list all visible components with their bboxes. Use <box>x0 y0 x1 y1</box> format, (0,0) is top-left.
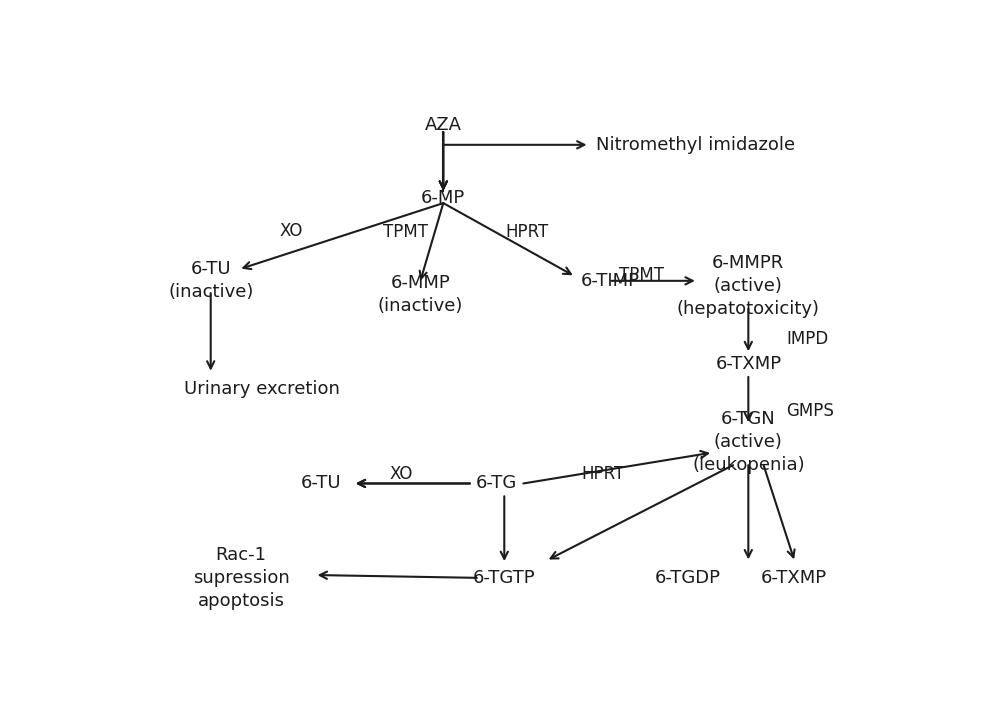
Text: XO: XO <box>279 222 302 240</box>
Text: 6-MP: 6-MP <box>421 189 465 206</box>
Text: 6-TXMP: 6-TXMP <box>715 355 781 373</box>
Text: 6-TG: 6-TG <box>476 474 518 492</box>
Text: Rac-1
supression
apoptosis: Rac-1 supression apoptosis <box>193 546 289 610</box>
Text: 6-TGN
(active)
(leukopenia): 6-TGN (active) (leukopenia) <box>692 410 805 474</box>
Text: 6-TXMP: 6-TXMP <box>761 569 828 587</box>
Text: XO: XO <box>390 465 413 483</box>
Text: TPMT: TPMT <box>619 266 664 284</box>
Text: 6-TGTP: 6-TGTP <box>473 569 535 587</box>
Text: GMPS: GMPS <box>786 402 834 420</box>
Text: IMPD: IMPD <box>786 330 829 348</box>
Text: AZA: AZA <box>425 116 461 134</box>
Text: HPRT: HPRT <box>506 223 549 241</box>
Text: 6-MMP
(inactive): 6-MMP (inactive) <box>378 274 463 315</box>
Text: 6-MMPR
(active)
(hepatotoxicity): 6-MMPR (active) (hepatotoxicity) <box>677 255 820 318</box>
Text: 6-TU: 6-TU <box>301 474 341 492</box>
Text: Urinary excretion: Urinary excretion <box>184 380 339 398</box>
Text: 6-TGDP: 6-TGDP <box>654 569 720 587</box>
Text: TPMT: TPMT <box>383 223 428 241</box>
Text: Nitromethyl imidazole: Nitromethyl imidazole <box>596 136 795 154</box>
Text: HPRT: HPRT <box>582 465 625 483</box>
Text: 6-TU
(inactive): 6-TU (inactive) <box>168 260 254 301</box>
Text: 6-TIMP: 6-TIMP <box>581 272 640 290</box>
